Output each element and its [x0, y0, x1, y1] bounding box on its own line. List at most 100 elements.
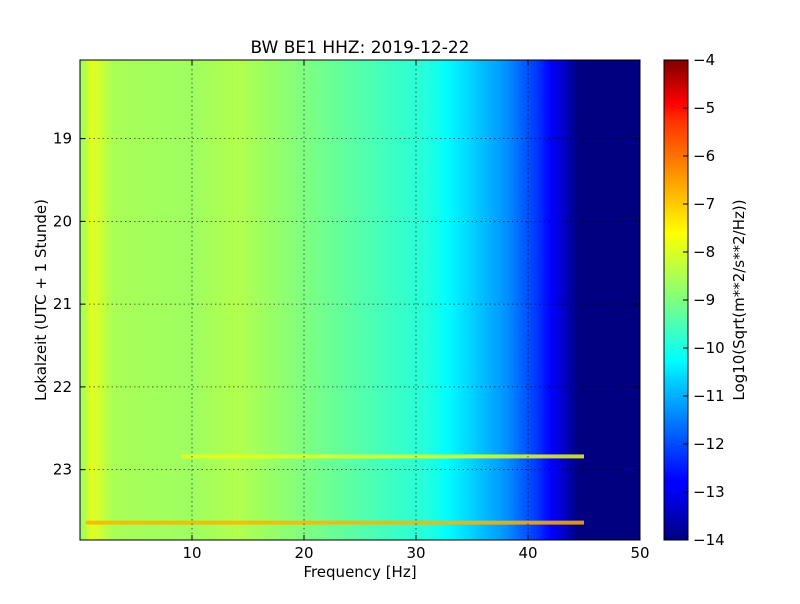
heatmap-column	[612, 60, 616, 540]
y-axis-label: Lokalzeit (UTC + 1 Stunde)	[32, 199, 50, 401]
heatmap-column	[248, 60, 252, 540]
x-tick-label: 30	[406, 544, 425, 562]
colorbar-label: Log10(Sqrt(m**2/s**2/Hz))	[730, 199, 748, 400]
heatmap-column	[421, 60, 425, 540]
heatmap-column	[581, 60, 585, 540]
heatmap-column	[598, 60, 602, 540]
heatmap-column	[385, 60, 389, 540]
heatmap-column	[119, 60, 123, 540]
heatmap-column	[438, 60, 442, 540]
heatmap-column	[172, 60, 176, 540]
heatmap-column	[556, 60, 560, 540]
heatmap-column	[379, 60, 383, 540]
heatmap-column	[572, 60, 577, 540]
heatmap-column	[250, 60, 255, 540]
heatmap-column	[578, 60, 582, 540]
heatmap-column	[304, 60, 308, 540]
heatmap-column	[200, 60, 204, 540]
heatmap-column	[91, 60, 95, 540]
heatmap-column	[264, 60, 269, 540]
heatmap-column	[130, 60, 134, 540]
heatmap-column	[623, 60, 627, 540]
heatmap-column	[306, 60, 311, 540]
heatmap-column	[113, 60, 117, 540]
heatmap-column	[273, 60, 277, 540]
heatmap-column	[497, 60, 501, 540]
y-tick-label: 23	[53, 461, 72, 479]
heatmap-column	[494, 60, 498, 540]
heatmap-column	[169, 60, 173, 540]
heatmap-column	[388, 60, 392, 540]
heatmap-column	[631, 60, 635, 540]
heatmap-column	[161, 60, 165, 540]
heatmap-column	[628, 60, 633, 540]
heatmap-column	[80, 60, 84, 540]
heatmap-column	[547, 60, 551, 540]
heatmap-column	[292, 60, 297, 540]
colorbar-tick-label: −8	[693, 243, 715, 261]
heatmap-column	[192, 60, 196, 540]
heatmap-column	[530, 60, 535, 540]
heatmap-column	[508, 60, 512, 540]
heatmap-column	[340, 60, 344, 540]
heatmap-column	[374, 60, 378, 540]
heatmap-column	[550, 60, 554, 540]
heatmap-column	[432, 60, 437, 540]
heatmap-column	[396, 60, 400, 540]
heatmap-column	[334, 60, 339, 540]
heatmap-column	[295, 60, 299, 540]
heatmap-column	[315, 60, 319, 540]
heatmap-column	[393, 60, 397, 540]
heatmap-column	[122, 60, 126, 540]
heatmap-column	[592, 60, 596, 540]
colorbar-tick-label: −9	[693, 291, 715, 309]
heatmap-column	[320, 60, 325, 540]
heatmap-column	[500, 60, 504, 540]
heatmap-column	[245, 60, 249, 540]
heatmap-column	[584, 60, 588, 540]
heatmap-column	[603, 60, 607, 540]
heatmap-column	[407, 60, 411, 540]
heatmap-column	[329, 60, 333, 540]
heatmap-column	[203, 60, 207, 540]
heatmap-column	[466, 60, 470, 540]
heatmap-column	[278, 60, 283, 540]
heatmap-column	[144, 60, 148, 540]
heatmap-column	[152, 60, 157, 540]
heatmap-column	[505, 60, 509, 540]
heatmap-column	[225, 60, 229, 540]
heatmap-column	[259, 60, 263, 540]
heatmap-column	[360, 60, 364, 540]
heatmap-column	[136, 60, 140, 540]
heatmap-column	[575, 60, 579, 540]
heatmap-column	[427, 60, 431, 540]
heatmap-column	[332, 60, 336, 540]
heatmap-column	[150, 60, 154, 540]
heatmap-column	[533, 60, 537, 540]
x-tick-label: 10	[182, 544, 201, 562]
heatmap-column	[211, 60, 215, 540]
x-tick-label: 50	[630, 544, 649, 562]
heatmap-column	[371, 60, 375, 540]
heatmap-column	[99, 60, 103, 540]
heatmap-column	[449, 60, 453, 540]
heatmap-column	[561, 60, 565, 540]
grid-lines	[80, 60, 640, 540]
heatmap-column	[239, 60, 243, 540]
heatmap-column	[116, 60, 120, 540]
x-tick-label: 20	[294, 544, 313, 562]
heatmap-column	[158, 60, 162, 540]
heatmap-column	[606, 60, 610, 540]
heatmap-column	[430, 60, 434, 540]
heatmap-column	[516, 60, 521, 540]
heatmap-column	[256, 60, 260, 540]
heatmap-column	[242, 60, 246, 540]
heatmap-column	[586, 60, 591, 540]
x-axis-label: Frequency [Hz]	[303, 563, 416, 581]
heatmap-column	[343, 60, 347, 540]
heatmap-column	[620, 60, 624, 540]
heatmap-column	[166, 60, 171, 540]
heatmap-column	[486, 60, 490, 540]
heatmap-column	[284, 60, 288, 540]
heatmap-column	[175, 60, 179, 540]
